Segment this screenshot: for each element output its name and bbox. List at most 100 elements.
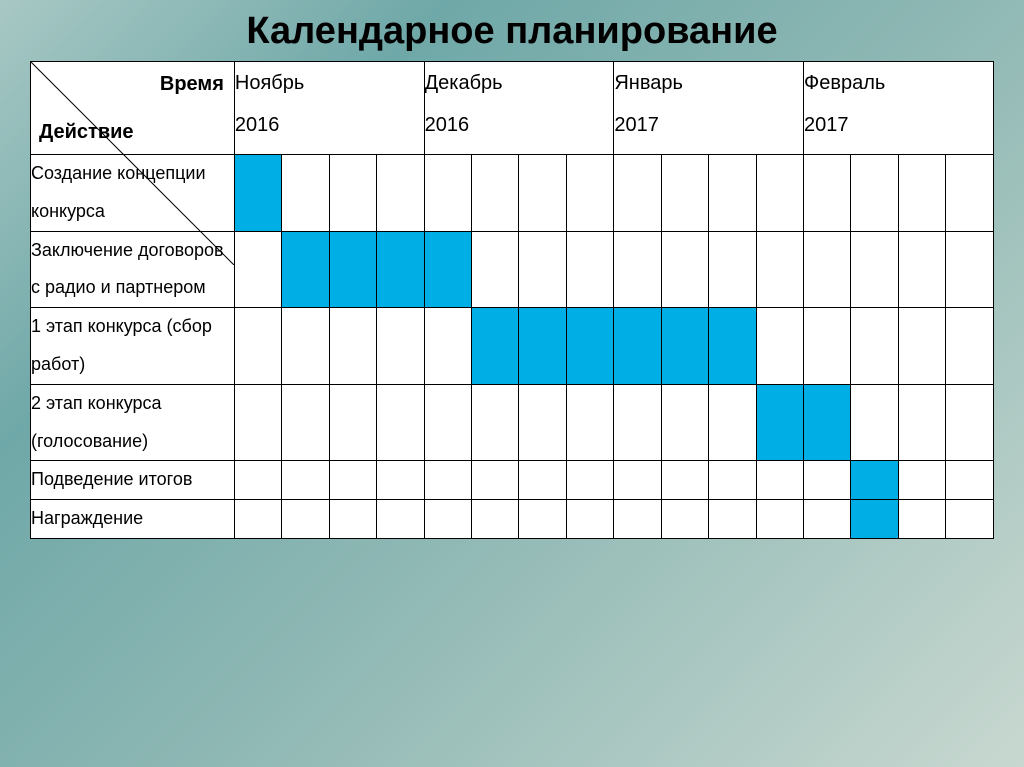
gantt-cell-empty xyxy=(234,384,281,461)
row-label: Заключение договоров с радио и партнером xyxy=(31,231,235,308)
row-label: Создание концепции конкурса xyxy=(31,155,235,232)
corner-bottom-label: Действие xyxy=(39,118,134,146)
gantt-cell-filled xyxy=(424,231,471,308)
gantt-cell-empty xyxy=(898,231,945,308)
gantt-cell-empty xyxy=(756,308,803,385)
table-row: Создание концепции конкурса xyxy=(31,155,994,232)
gantt-cell-empty xyxy=(472,155,519,232)
gantt-cell-empty xyxy=(519,500,566,539)
row-label: 1 этап конкурса (сбор работ) xyxy=(31,308,235,385)
month-header: Декабрь2016 xyxy=(424,62,614,155)
slide: Календарное планирование Время Действие … xyxy=(0,0,1024,767)
gantt-cell-empty xyxy=(661,461,708,500)
gantt-cell-filled xyxy=(851,500,898,539)
gantt-cell-empty xyxy=(424,461,471,500)
gantt-cell-empty xyxy=(282,500,329,539)
gantt-cell-empty xyxy=(329,461,376,500)
gantt-cell-empty xyxy=(329,500,376,539)
gantt-cell-empty xyxy=(566,231,613,308)
table-row: 1 этап конкурса (сбор работ) xyxy=(31,308,994,385)
gantt-cell-empty xyxy=(898,461,945,500)
gantt-cell-empty xyxy=(519,231,566,308)
gantt-cell-empty xyxy=(946,461,994,500)
gantt-cell-empty xyxy=(472,231,519,308)
gantt-cell-empty xyxy=(946,384,994,461)
month-header: Январь2017 xyxy=(614,62,804,155)
gantt-cell-empty xyxy=(282,308,329,385)
gantt-cell-empty xyxy=(804,500,851,539)
gantt-cell-empty xyxy=(756,461,803,500)
gantt-cell-empty xyxy=(804,231,851,308)
gantt-cell-empty xyxy=(804,155,851,232)
corner-top-label: Время xyxy=(160,70,224,98)
header-row: Время Действие Ноябрь2016Декабрь2016Янва… xyxy=(31,62,994,155)
gantt-cell-empty xyxy=(851,384,898,461)
gantt-cell-empty xyxy=(566,461,613,500)
gantt-table: Время Действие Ноябрь2016Декабрь2016Янва… xyxy=(30,61,994,539)
gantt-cell-empty xyxy=(377,155,424,232)
gantt-cell-empty xyxy=(566,500,613,539)
gantt-cell-empty xyxy=(282,155,329,232)
gantt-cell-filled xyxy=(709,308,756,385)
gantt-cell-empty xyxy=(329,155,376,232)
gantt-cell-empty xyxy=(804,308,851,385)
gantt-cell-empty xyxy=(424,308,471,385)
gantt-cell-empty xyxy=(946,231,994,308)
gantt-cell-empty xyxy=(898,500,945,539)
gantt-cell-empty xyxy=(234,461,281,500)
gantt-cell-filled xyxy=(614,308,661,385)
gantt-cell-empty xyxy=(898,308,945,385)
gantt-cell-empty xyxy=(566,384,613,461)
row-label: Подведение итогов xyxy=(31,461,235,500)
gantt-cell-filled xyxy=(756,384,803,461)
table-row: Заключение договоров с радио и партнером xyxy=(31,231,994,308)
table-row: 2 этап конкурса (голосование) xyxy=(31,384,994,461)
gantt-cell-empty xyxy=(377,461,424,500)
gantt-cell-filled xyxy=(804,384,851,461)
month-header: Ноябрь2016 xyxy=(234,62,424,155)
gantt-cell-empty xyxy=(472,500,519,539)
gantt-cell-empty xyxy=(614,384,661,461)
gantt-cell-empty xyxy=(519,384,566,461)
gantt-cell-empty xyxy=(424,384,471,461)
gantt-cell-empty xyxy=(614,461,661,500)
gantt-cell-empty xyxy=(234,308,281,385)
gantt-cell-empty xyxy=(519,155,566,232)
gantt-cell-filled xyxy=(234,155,281,232)
gantt-cell-empty xyxy=(614,231,661,308)
gantt-cell-empty xyxy=(946,500,994,539)
gantt-cell-empty xyxy=(377,308,424,385)
gantt-cell-empty xyxy=(329,308,376,385)
gantt-cell-empty xyxy=(851,155,898,232)
gantt-cell-empty xyxy=(709,384,756,461)
gantt-cell-empty xyxy=(472,461,519,500)
gantt-cell-empty xyxy=(851,308,898,385)
gantt-cell-empty xyxy=(566,155,613,232)
gantt-cell-filled xyxy=(282,231,329,308)
table-row: Подведение итогов xyxy=(31,461,994,500)
gantt-cell-empty xyxy=(661,231,708,308)
gantt-cell-empty xyxy=(661,384,708,461)
gantt-cell-filled xyxy=(519,308,566,385)
row-label: Награждение xyxy=(31,500,235,539)
gantt-cell-filled xyxy=(329,231,376,308)
gantt-cell-empty xyxy=(282,461,329,500)
gantt-cell-empty xyxy=(377,384,424,461)
gantt-cell-empty xyxy=(661,155,708,232)
gantt-cell-empty xyxy=(709,155,756,232)
row-label: 2 этап конкурса (голосование) xyxy=(31,384,235,461)
gantt-cell-empty xyxy=(756,231,803,308)
gantt-cell-filled xyxy=(377,231,424,308)
gantt-cell-empty xyxy=(282,384,329,461)
gantt-cell-filled xyxy=(472,308,519,385)
gantt-cell-filled xyxy=(661,308,708,385)
gantt-cell-empty xyxy=(756,500,803,539)
gantt-cell-filled xyxy=(566,308,613,385)
gantt-cell-empty xyxy=(898,384,945,461)
gantt-cell-empty xyxy=(661,500,708,539)
gantt-cell-empty xyxy=(614,500,661,539)
gantt-cell-empty xyxy=(234,500,281,539)
gantt-cell-empty xyxy=(472,384,519,461)
gantt-cell-empty xyxy=(424,155,471,232)
gantt-cell-empty xyxy=(234,231,281,308)
